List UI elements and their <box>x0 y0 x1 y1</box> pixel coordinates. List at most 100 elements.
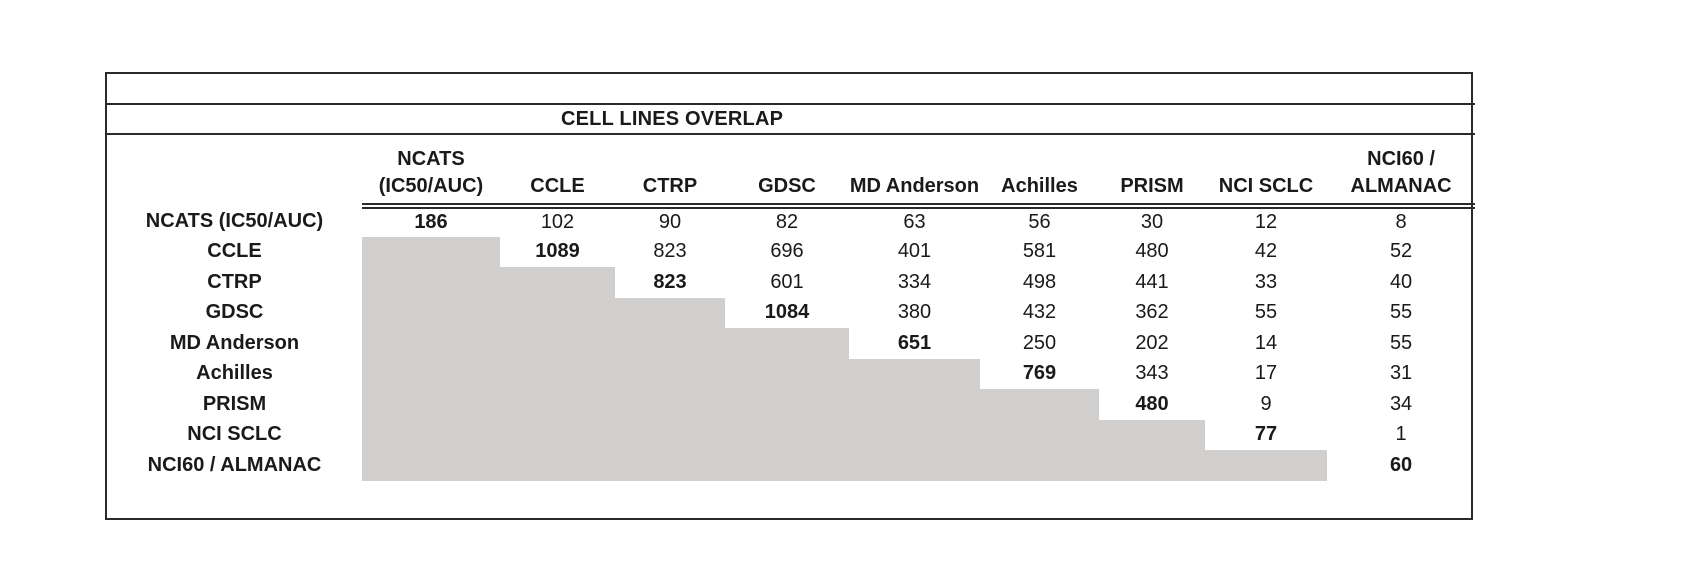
overlap-cell-ncats-ic50-auc-gdsc: 82 <box>775 211 799 234</box>
shaded-cell <box>615 450 725 481</box>
overlap-cell-ncats-ic50-auc-nci60-almanac: 8 <box>1395 211 1407 234</box>
shaded-cell <box>849 358 980 389</box>
overlap-cell-ncats-ic50-auc-achilles: 56 <box>1028 211 1051 234</box>
row-header-prism: PRISM <box>202 392 267 415</box>
overlap-cell-ncats-ic50-auc-prism: 30 <box>1140 211 1164 234</box>
table-foot <box>107 481 1475 523</box>
overlap-cell-ccle-achilles: 581 <box>1022 240 1057 263</box>
row-header-nci60-almanac: NCI60 / ALMANAC <box>147 453 322 476</box>
shaded-cell <box>500 267 615 298</box>
shaded-cell <box>500 450 615 481</box>
overlap-cell-ccle-ctrp: 823 <box>653 240 687 263</box>
overlap-cell-achilles-prism: 343 <box>1135 362 1169 385</box>
column-header-prism: PRISM <box>1099 134 1205 209</box>
row-header-gdsc: GDSC <box>205 301 264 324</box>
overlap-cell-ctrp-nci60-almanac: 40 <box>1389 270 1413 293</box>
overlap-cell-ncats-ic50-auc-nci-sclc: 12 <box>1254 211 1278 234</box>
matrix-row-nci60-almanac: NCI60 / ALMANAC 60 <box>107 450 1475 481</box>
shaded-cell <box>500 419 615 450</box>
shaded-cell <box>1099 450 1205 481</box>
row-header-ncats-ic50-auc: NCATS (IC50/AUC) <box>145 209 324 232</box>
bottom-filler-cell <box>107 481 1475 523</box>
overlap-matrix: CELL LINES OVERLAP NCATS (IC50/AUC) CCLE CT… <box>107 74 1476 523</box>
overlap-cell-achilles-achilles: 769 <box>1022 362 1057 385</box>
table-head: CELL LINES OVERLAP NCATS (IC50/AUC) CCLE CT… <box>107 74 1476 209</box>
shaded-cell <box>500 328 615 359</box>
shaded-cell <box>362 419 500 450</box>
shaded-cell <box>362 389 500 420</box>
title-row: CELL LINES OVERLAP <box>107 104 1476 135</box>
matrix-row-ctrp: CTRP 823 601 334 498 441 33 40 <box>107 267 1475 298</box>
matrix-row-gdsc: GDSC 1084 380 432 362 55 55 <box>107 297 1475 328</box>
overlap-cell-ccle-prism: 480 <box>1135 240 1169 263</box>
shaded-cell <box>615 419 725 450</box>
overlap-cell-gdsc-prism: 362 <box>1135 301 1169 324</box>
row-header-achilles: Achilles <box>196 362 273 385</box>
shaded-cell <box>725 419 849 450</box>
shaded-cell <box>725 358 849 389</box>
matrix-row-md-anderson: MD Anderson 651 250 202 14 55 <box>107 328 1475 359</box>
row-header-md-anderson: MD Anderson <box>169 331 300 354</box>
overlap-cell-ccle-nci-sclc: 42 <box>1254 240 1278 263</box>
column-header-nci-sclc: NCI SCLC <box>1205 134 1327 209</box>
shaded-cell <box>1099 419 1205 450</box>
shaded-cell <box>725 389 849 420</box>
table-title: CELL LINES OVERLAP <box>107 104 1476 135</box>
shaded-cell <box>362 358 500 389</box>
overlap-cell-nci-sclc-nci60-almanac: 1 <box>1395 423 1407 446</box>
overlap-cell-ncats-ic50-auc-ncats-ic50-auc: 186 <box>414 211 448 234</box>
overlap-cell-md-anderson-prism: 202 <box>1135 331 1169 354</box>
overlap-cell-ccle-md-anderson: 401 <box>897 240 932 263</box>
shaded-cell <box>849 450 980 481</box>
shaded-cell <box>362 328 500 359</box>
overlap-cell-md-anderson-md-anderson: 651 <box>897 331 932 354</box>
overlap-cell-nci-sclc-nci-sclc: 77 <box>1254 423 1278 446</box>
overlap-cell-nci60-almanac-nci60-almanac: 60 <box>1389 453 1413 476</box>
overlap-cell-ccle-gdsc: 696 <box>770 240 804 263</box>
matrix-row-prism: PRISM 480 9 34 <box>107 389 1475 420</box>
empty-top-cell <box>107 74 1476 105</box>
overlap-cell-ncats-ic50-auc-ctrp: 90 <box>658 211 682 234</box>
shaded-cell <box>362 297 500 328</box>
shaded-cell <box>980 419 1099 450</box>
overlap-cell-gdsc-achilles: 432 <box>1022 301 1057 324</box>
overlap-cell-ctrp-nci-sclc: 33 <box>1254 270 1278 293</box>
matrix-row-nci-sclc: NCI SCLC 77 1 <box>107 419 1475 450</box>
shaded-cell <box>362 267 500 298</box>
shaded-cell <box>849 419 980 450</box>
overlap-cell-ctrp-gdsc: 601 <box>770 270 804 293</box>
shaded-cell <box>500 389 615 420</box>
shaded-cell <box>980 389 1099 420</box>
column-header-md-anderson: MD Anderson <box>849 134 980 209</box>
overlap-cell-ccle-ccle: 1089 <box>535 240 580 263</box>
shaded-cell <box>615 297 725 328</box>
overlap-cell-prism-nci-sclc: 9 <box>1260 392 1272 415</box>
shaded-cell <box>725 328 849 359</box>
shaded-cell <box>615 389 725 420</box>
shaded-cell <box>1205 450 1327 481</box>
overlap-cell-gdsc-md-anderson: 380 <box>897 301 932 324</box>
column-header-ccle: CCLE <box>500 134 615 209</box>
row-header-nci-sclc: NCI SCLC <box>187 423 282 446</box>
overlap-cell-achilles-nci60-almanac: 31 <box>1389 362 1413 385</box>
matrix-row-ccle: CCLE 1089 823 696 401 581 480 42 52 <box>107 236 1475 267</box>
overlap-cell-md-anderson-nci-sclc: 14 <box>1254 331 1278 354</box>
overlap-cell-ctrp-achilles: 498 <box>1022 270 1057 293</box>
column-header-gdsc: GDSC <box>725 134 849 209</box>
shaded-cell <box>849 389 980 420</box>
shaded-cell <box>500 297 615 328</box>
overlap-cell-ccle-nci60-almanac: 52 <box>1389 240 1413 263</box>
row-header-ctrp: CTRP <box>207 270 262 293</box>
overlap-cell-gdsc-gdsc: 1084 <box>764 301 810 324</box>
overlap-cell-ncats-ic50-auc-ccle: 102 <box>540 211 575 234</box>
empty-top-row <box>107 74 1476 105</box>
overlap-cell-md-anderson-achilles: 250 <box>1022 331 1057 354</box>
shaded-cell <box>615 328 725 359</box>
shaded-cell <box>615 358 725 389</box>
shaded-cell <box>362 236 500 267</box>
column-header-ncats-ic50-auc: NCATS (IC50/AUC) <box>362 134 500 209</box>
shaded-cell <box>500 358 615 389</box>
overlap-cell-gdsc-nci60-almanac: 55 <box>1389 301 1413 324</box>
overlap-cell-prism-prism: 480 <box>1135 392 1169 415</box>
